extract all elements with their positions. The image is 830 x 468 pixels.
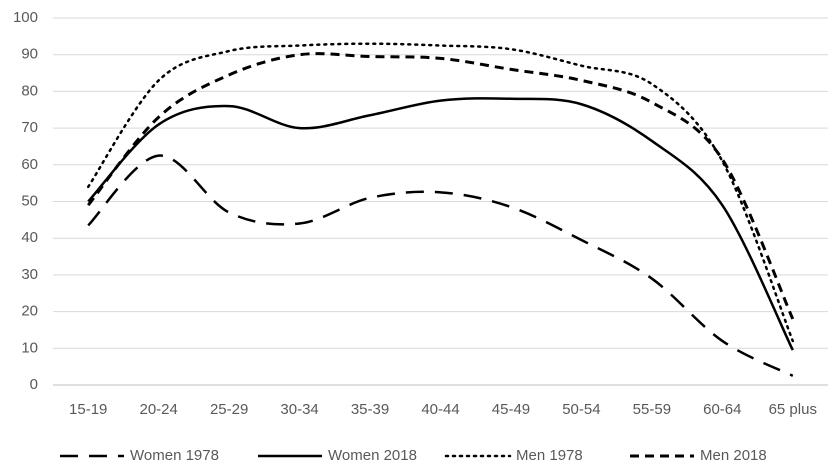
y-tick-label: 100 [13,9,38,26]
y-tick-label: 50 [21,192,38,209]
line-series [87,52,795,320]
y-tick-label: 40 [21,229,38,246]
y-tick-label: 20 [21,303,38,320]
x-tick-label: 20-24 [139,401,177,418]
x-tick-label: 60-64 [703,401,741,418]
line-series [87,97,794,351]
x-tick-label: 25-29 [210,401,248,418]
y-tick-label: 90 [21,46,38,63]
x-tick-label: 40-44 [421,401,459,418]
y-tick-label: 70 [21,119,38,136]
y-tick-label: 80 [21,82,38,99]
y-tick-label: 10 [21,339,38,356]
y-tick-label: 0 [30,376,38,393]
x-tick-label: 65 plus [769,401,817,418]
x-tick-label: 30-34 [280,401,318,418]
line-series [87,154,794,377]
x-tick-label: 45-49 [492,401,530,418]
x-tick-label: 50-54 [562,401,600,418]
y-tick-label: 30 [21,266,38,283]
x-tick-label: 35-39 [351,401,389,418]
legend-label: Men 1978 [516,447,583,464]
legend-label: Men 2018 [700,447,767,464]
x-tick-label: 15-19 [69,401,107,418]
legend-label: Women 1978 [130,447,219,464]
y-tick-label: 60 [21,156,38,173]
x-tick-label: 55-59 [633,401,671,418]
legend-label: Women 2018 [328,447,417,464]
